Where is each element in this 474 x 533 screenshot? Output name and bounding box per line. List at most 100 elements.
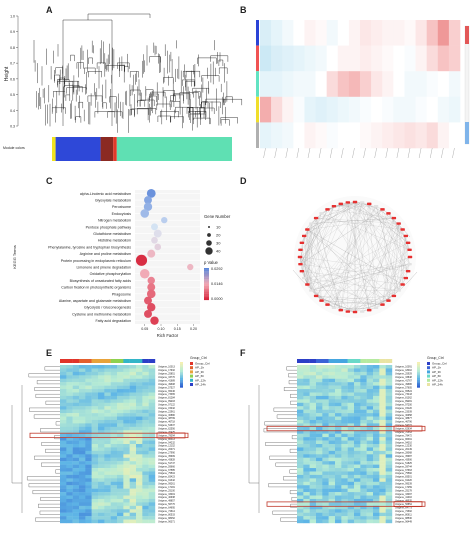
heatmap-cell [123, 474, 130, 479]
heatmap-cell [341, 371, 348, 376]
module-color-red [113, 137, 117, 161]
heatmap-cell [360, 20, 372, 46]
heatmap-cell [117, 382, 124, 386]
heatmap-cell [341, 519, 348, 524]
heatmap-cell [360, 488, 367, 493]
heatmap-cell [98, 392, 105, 397]
network-node [313, 294, 319, 298]
heatmap-cell [72, 423, 80, 428]
heatmap-cell [91, 416, 99, 421]
heatmap-cell [322, 457, 329, 462]
heatmap-cell [66, 509, 73, 513]
color-legend-segment [204, 292, 209, 294]
dendrogram-branch [29, 407, 60, 412]
heatmap-cell [373, 402, 380, 407]
heatmap-cell [72, 505, 80, 510]
dendrogram-branch [275, 462, 297, 467]
heatmap-cell [79, 444, 86, 448]
network-edge [307, 206, 335, 285]
dendrogram-branch [54, 435, 60, 440]
color-legend-segment [204, 293, 209, 296]
heatmap-cell [360, 495, 367, 500]
heatmap-cell [297, 423, 304, 428]
heatmap-cell [379, 519, 386, 524]
heatmap-cell [415, 45, 427, 72]
heatmap-cell [347, 423, 355, 428]
heatmap-cell [60, 444, 67, 448]
heatmap-cell [309, 423, 317, 428]
heatmap-cell [316, 512, 323, 517]
heatmap-cell [66, 471, 73, 476]
dendrogram-branch [290, 503, 297, 508]
module-colors-label: Module colors [3, 146, 25, 150]
x-tick-label: 0.05 [141, 327, 148, 331]
heatmap-cell [66, 461, 73, 465]
heatmap-cell [309, 457, 317, 462]
heatmap-cell [354, 509, 361, 513]
gene-id-label: Unigene_28068 [395, 452, 413, 455]
heatmap-cell [91, 382, 99, 386]
heatmap-cell [335, 485, 342, 489]
dendrogram-branch [109, 96, 117, 103]
panel-label-b: B [240, 5, 247, 15]
heatmap-cell [347, 365, 355, 369]
heatmap-cell [85, 375, 92, 379]
network-edge [307, 229, 322, 301]
heatmap-cell [360, 122, 372, 149]
network-node [386, 212, 391, 215]
dendrogram-branch [35, 394, 60, 398]
heatmap-cell [360, 512, 367, 517]
heatmap-cell [98, 378, 105, 383]
heatmap-cell [136, 444, 143, 448]
heatmap-cell [322, 519, 329, 524]
heatmap-cell [297, 471, 304, 476]
dendrogram-branch [289, 490, 297, 494]
heatmap-cell [297, 461, 304, 465]
heatmap-cell [79, 516, 86, 520]
gene-id-label: Unigene_51747 [158, 462, 176, 465]
heatmap-cell [379, 375, 386, 379]
heatmap-cell [297, 371, 304, 376]
heatmap-cell [341, 389, 348, 393]
heatmap-cell [337, 20, 350, 46]
heatmap-cell [328, 505, 336, 510]
gene-id-label: Unigene_38877 [395, 417, 413, 420]
heatmap-cell [448, 122, 461, 149]
heatmap-cell [379, 457, 386, 462]
gene-id-label: Unigene_12152 [158, 445, 176, 448]
heatmap-cell [79, 426, 86, 431]
dendrogram-branch [175, 106, 190, 114]
heatmap-cell [415, 122, 427, 149]
group-bar-cell [142, 359, 149, 363]
heatmap-cell [123, 444, 130, 448]
heatmap-cell [347, 375, 355, 379]
heatmap-cell [379, 440, 386, 445]
heatmap-cell [341, 474, 348, 479]
heatmap-cell [354, 426, 361, 431]
heatmap-cell [60, 426, 67, 431]
heatmap-cell [360, 392, 367, 397]
dendrogram-branch [36, 380, 60, 385]
gene-id-label: Unigene_94232 [158, 441, 176, 444]
heatmap-cell [136, 461, 143, 465]
heatmap-cell [385, 474, 393, 479]
dendrogram-branch [283, 387, 297, 391]
heatmap-cell [322, 392, 329, 397]
gene-id-label: Unigene_88530 [395, 517, 413, 520]
network-edge [327, 229, 403, 305]
heatmap-cell [322, 416, 329, 421]
group-bar-cell [335, 359, 342, 363]
heatmap-cell [379, 488, 386, 493]
heatmap-cell [385, 430, 393, 434]
kegg-bubble [144, 296, 152, 305]
network-edge [398, 242, 409, 291]
heatmap-cell [366, 375, 374, 379]
heatmap-cell [360, 399, 367, 403]
heatmap-cell [341, 509, 348, 513]
heatmap-cell [79, 423, 86, 428]
heatmap-cell [373, 457, 380, 462]
heatmap-cell [347, 464, 355, 469]
heatmap-cell [448, 96, 461, 123]
x-tick-label [452, 147, 455, 159]
heatmap-cell [60, 385, 67, 390]
